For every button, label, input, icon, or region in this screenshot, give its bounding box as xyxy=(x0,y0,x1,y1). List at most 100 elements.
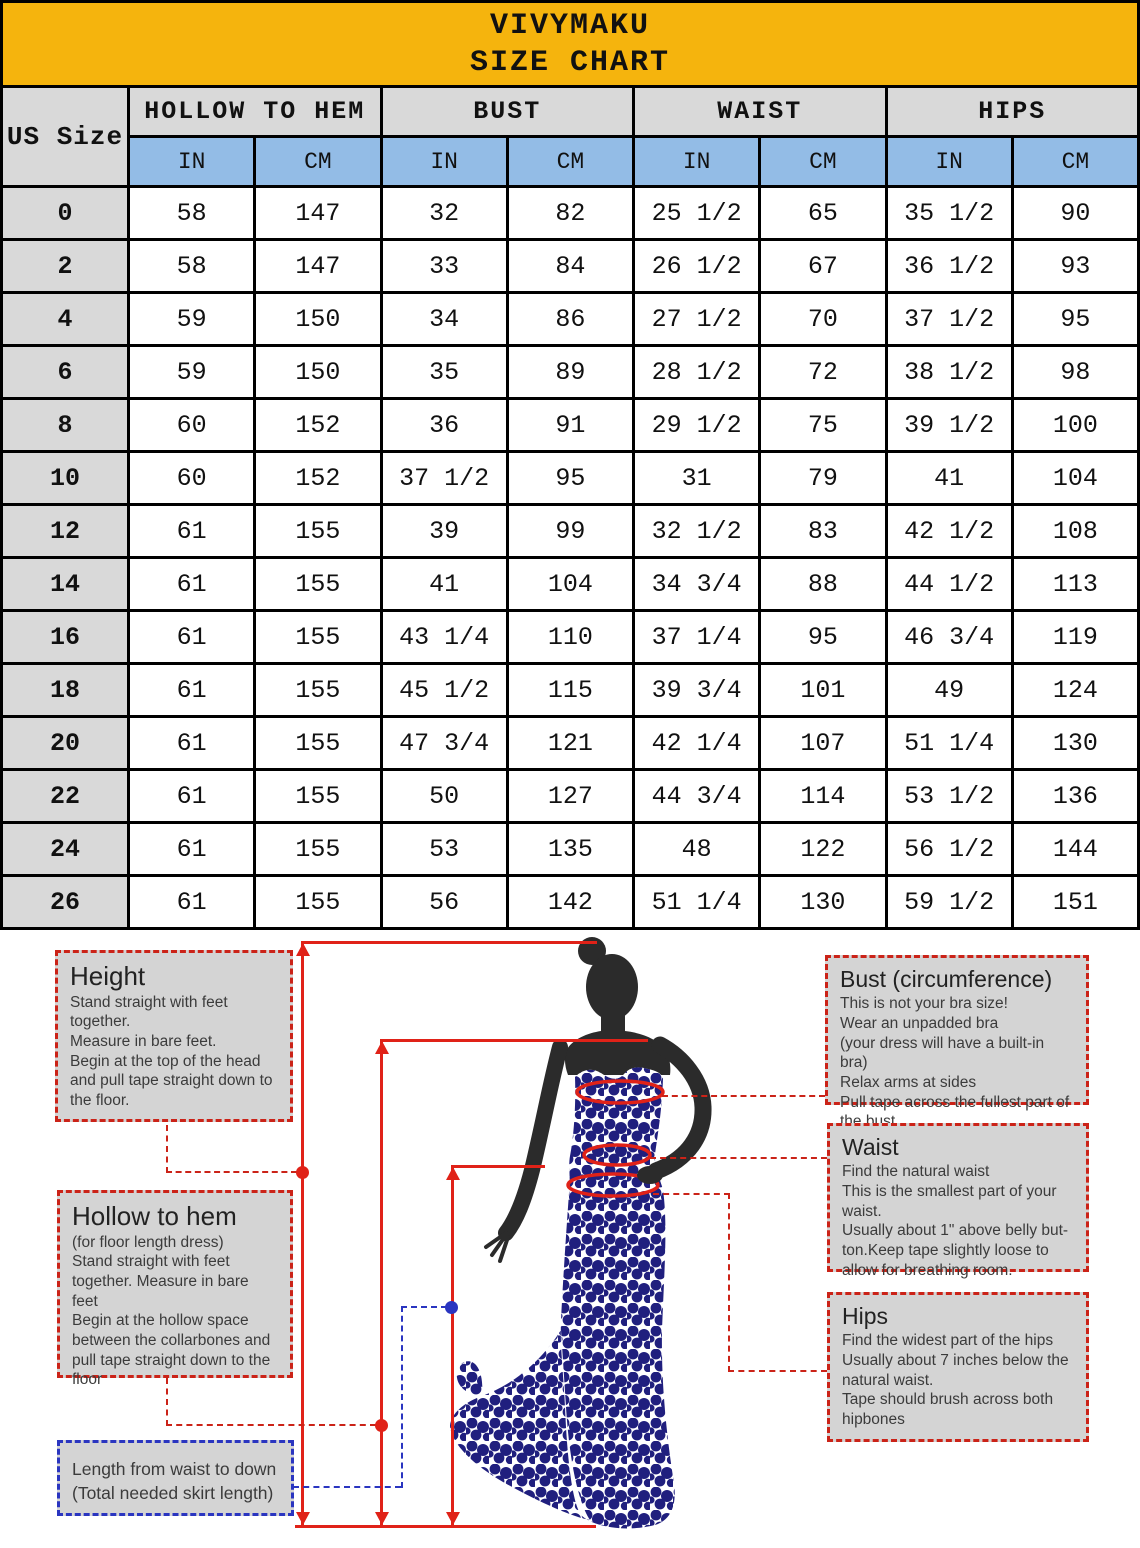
us-size-cell: 14 xyxy=(0,556,130,612)
measurement-cell: 41 xyxy=(379,556,509,612)
us-size-cell: 16 xyxy=(0,609,130,665)
measurement-diagram: Height Stand straight with feet together… xyxy=(0,935,1140,1548)
measurement-cell: 119 xyxy=(1010,609,1140,665)
bust-box-body: This is not your bra size! Wear an unpad… xyxy=(840,995,1070,1131)
measurement-cell: 82 xyxy=(505,185,636,241)
bust-connector xyxy=(662,1095,825,1097)
height-connector-dot xyxy=(296,1166,309,1179)
unit-header-row: IN CM IN CM IN CM IN CM xyxy=(2,135,1140,188)
woman-silhouette xyxy=(484,937,671,1263)
measurement-cell: 61 xyxy=(126,609,257,665)
col-group-waist: WAIST xyxy=(632,85,888,138)
measurement-cell: 95 xyxy=(1010,291,1140,347)
gown-rosettes xyxy=(450,1067,675,1529)
us-size-cell: 24 xyxy=(0,821,130,877)
measurement-cell: 136 xyxy=(1010,768,1140,824)
us-size-cell: 4 xyxy=(0,291,130,347)
measurement-cell: 75 xyxy=(758,397,888,453)
measurement-cell: 84 xyxy=(505,238,636,294)
height-box-title: Height xyxy=(70,961,146,991)
measurement-cell: 100 xyxy=(1010,397,1140,453)
chart-title: SIZE CHART xyxy=(469,46,671,80)
left-hand-fingers xyxy=(484,1231,510,1263)
table-row: 18 61 155 45 1/2 115 39 3/4 101 49 124 xyxy=(0,662,1140,718)
measurement-cell: 152 xyxy=(253,450,383,506)
us-size-cell: 12 xyxy=(0,503,130,559)
measurement-cell: 31 xyxy=(631,450,762,506)
measurement-cell: 36 xyxy=(379,397,509,453)
height-line xyxy=(301,941,304,1527)
measurement-cell: 88 xyxy=(758,556,888,612)
skirt-length-connector-top xyxy=(401,1306,447,1308)
measurement-cell: 130 xyxy=(1010,715,1140,771)
table-row: 26 61 155 56 142 51 1/4 130 59 1/2 151 xyxy=(0,874,1140,930)
col-group-bust: BUST xyxy=(379,85,635,138)
skirt-box-body: Length from waist to down (Total needed … xyxy=(72,1459,277,1503)
measurement-cell: 42 1/2 xyxy=(884,503,1014,559)
measurement-cell: 45 1/2 xyxy=(379,662,509,718)
us-size-cell: 20 xyxy=(0,715,130,771)
right-hand xyxy=(637,1166,663,1184)
measurement-cell: 59 xyxy=(126,344,257,400)
measurement-cell: 36 1/2 xyxy=(884,238,1014,294)
measurement-cell: 95 xyxy=(758,609,888,665)
table-header: US Size HOLLOW TO HEM BUST WAIST HIPS IN… xyxy=(0,85,1140,188)
unit-hips-cm: CM xyxy=(1010,135,1140,188)
waist-instruction-box: Waist Find the natural waist This is the… xyxy=(827,1123,1089,1279)
measurement-cell: 107 xyxy=(758,715,888,771)
measurement-cell: 151 xyxy=(1010,874,1140,930)
table-row: 6 59 150 35 89 28 1/2 72 38 1/2 98 xyxy=(0,344,1140,400)
group-header-row: US Size HOLLOW TO HEM BUST WAIST HIPS xyxy=(0,85,1140,188)
measurement-cell: 32 1/2 xyxy=(631,503,762,559)
us-size-cell: 10 xyxy=(0,450,130,506)
height-top-line xyxy=(301,941,597,944)
measurement-cell: 39 1/2 xyxy=(884,397,1014,453)
measurement-cell: 51 1/4 xyxy=(884,715,1014,771)
measurement-cell: 127 xyxy=(505,768,636,824)
measurement-cell: 35 xyxy=(379,344,509,400)
measurement-cell: 115 xyxy=(505,662,636,718)
measurement-cell: 144 xyxy=(1010,821,1140,877)
head xyxy=(586,954,638,1020)
measurement-cell: 83 xyxy=(758,503,888,559)
waist-connector xyxy=(650,1157,827,1159)
measurement-cell: 41 xyxy=(884,450,1014,506)
table-row: 12 61 155 39 99 32 1/2 83 42 1/2 108 xyxy=(0,503,1140,559)
skirt-length-connector-vertical xyxy=(401,1306,403,1488)
measurement-cell: 110 xyxy=(505,609,636,665)
measurement-cell: 130 xyxy=(758,874,888,930)
us-size-cell: 2 xyxy=(0,238,130,294)
measurement-cell: 61 xyxy=(126,768,257,824)
chart-banner: VIVYMAKU SIZE CHART xyxy=(0,0,1140,85)
measurement-cell: 44 3/4 xyxy=(631,768,762,824)
height-box-body: Stand straight with feet together. Measu… xyxy=(70,993,273,1109)
measurement-cell: 72 xyxy=(758,344,888,400)
skirt-length-connector-bottom xyxy=(293,1486,401,1488)
measurement-cell: 147 xyxy=(253,238,383,294)
measurement-cell: 53 xyxy=(379,821,509,877)
measurement-cell: 46 3/4 xyxy=(884,609,1014,665)
measurement-cell: 89 xyxy=(505,344,636,400)
unit-hollow-cm: CM xyxy=(253,135,383,188)
measurement-cell: 35 1/2 xyxy=(884,185,1014,241)
measurement-cell: 155 xyxy=(253,715,383,771)
table-row: 0 58 147 32 82 25 1/2 65 35 1/2 90 xyxy=(0,185,1140,241)
measurement-cell: 58 xyxy=(126,238,257,294)
hollow-arrow-up-icon xyxy=(375,1041,389,1054)
measurement-cell: 61 xyxy=(126,503,257,559)
measurement-cell: 104 xyxy=(505,556,636,612)
measurement-cell: 155 xyxy=(253,503,383,559)
measurement-cell: 61 xyxy=(126,662,257,718)
neck-shoulders xyxy=(564,1009,671,1075)
table-row: 22 61 155 50 127 44 3/4 114 53 1/2 136 xyxy=(0,768,1140,824)
height-connector-horizontal xyxy=(166,1171,297,1173)
measurement-cell: 67 xyxy=(758,238,888,294)
us-size-cell: 18 xyxy=(0,662,130,718)
measurement-cell: 26 1/2 xyxy=(631,238,762,294)
us-size-cell: 26 xyxy=(0,874,130,930)
skirt-line xyxy=(451,1165,454,1527)
measurement-cell: 61 xyxy=(126,874,257,930)
unit-waist-cm: CM xyxy=(758,135,888,188)
table-row: 24 61 155 53 135 48 122 56 1/2 144 xyxy=(0,821,1140,877)
